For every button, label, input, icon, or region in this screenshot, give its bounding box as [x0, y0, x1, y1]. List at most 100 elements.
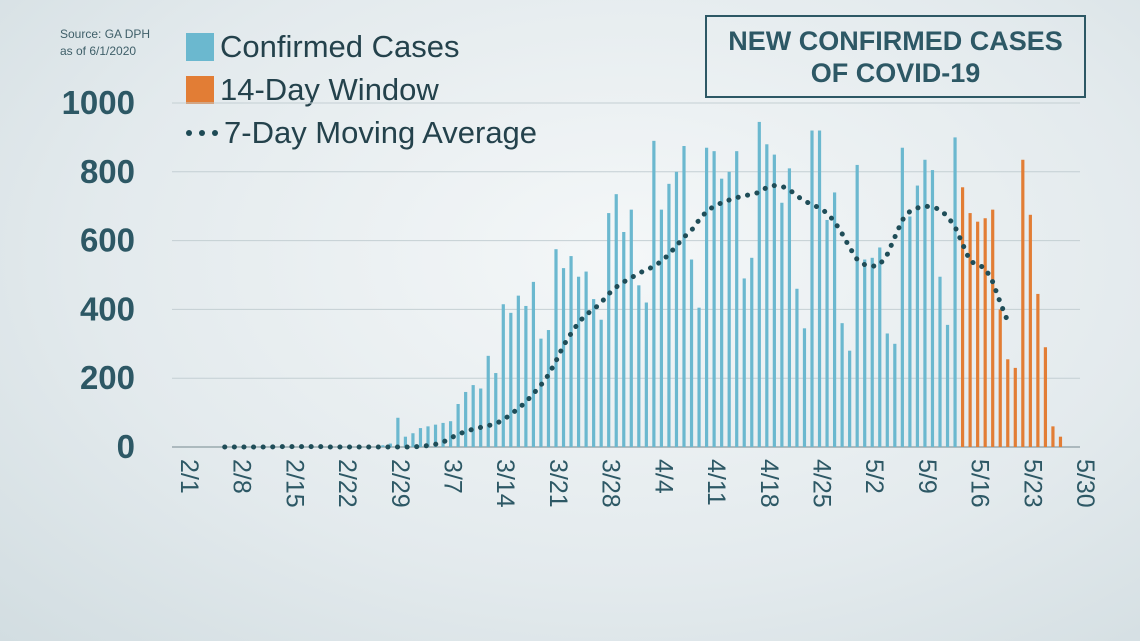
- y-tick-label: 400: [80, 290, 135, 327]
- confirmed-bar: [840, 323, 844, 447]
- chart-title-line1: NEW CONFIRMED CASES: [728, 26, 1063, 56]
- x-tick-label: 5/23: [1018, 459, 1046, 508]
- confirmed-bar: [923, 159, 927, 447]
- source-text: Source: GA DPH: [60, 27, 151, 41]
- y-tick-label: 1000: [62, 84, 135, 121]
- confirmed-bar: [652, 140, 656, 447]
- y-tick-label: 200: [80, 359, 135, 396]
- confirmed-bar: [396, 417, 400, 447]
- confirmed-bar: [418, 428, 423, 447]
- confirmed-bar: [908, 216, 912, 447]
- confirmed-bar: [825, 219, 829, 447]
- confirmed-bar: [885, 333, 889, 447]
- confirmed-bar: [524, 305, 528, 447]
- confirmed-bar: [735, 151, 739, 447]
- confirmed-bar: [509, 312, 513, 447]
- confirmed-bar: [945, 324, 950, 447]
- confirmed-bar: [516, 295, 520, 447]
- confirmed-bar: [810, 130, 814, 447]
- confirmed-bar: [938, 276, 942, 447]
- confirmed-bar: [720, 178, 724, 447]
- confirmed-bar: [426, 426, 430, 447]
- window-bar: [1043, 347, 1048, 447]
- confirmed-bar: [501, 304, 505, 447]
- confirmed-bar: [930, 170, 935, 447]
- confirmed-bar: [448, 421, 453, 447]
- confirmed-bar: [381, 445, 385, 447]
- confirmed-bar: [689, 259, 694, 447]
- confirmed-bar: [712, 151, 716, 447]
- confirmed-bar: [479, 388, 483, 447]
- confirmed-bar: [893, 343, 897, 447]
- confirmed-bar: [494, 373, 498, 447]
- window-bar: [1036, 293, 1040, 447]
- x-tick-label: 4/25: [807, 459, 835, 508]
- window-bar: [976, 221, 980, 447]
- window-bar: [983, 218, 987, 447]
- window-swatch: [186, 76, 214, 104]
- confirmed-bar: [471, 385, 475, 447]
- confirmed-bar: [848, 350, 852, 447]
- x-tick-label: 5/2: [860, 459, 888, 494]
- confirmed-bar: [832, 192, 837, 447]
- confirmed-bar: [403, 436, 408, 447]
- y-tick-label: 0: [117, 428, 135, 465]
- confirmed-bar: [614, 194, 618, 447]
- y-tick-label: 600: [80, 222, 135, 259]
- confirmed-swatch: [186, 33, 214, 61]
- confirmed-bar: [757, 121, 761, 448]
- x-tick-label: 2/29: [386, 459, 414, 508]
- confirmed-bar: [599, 319, 603, 447]
- window-bar: [998, 309, 1002, 447]
- x-tick-label: 3/7: [439, 459, 467, 494]
- confirmed-bar: [795, 288, 799, 447]
- window-bar: [1051, 426, 1055, 447]
- confirmed-bar: [584, 271, 588, 447]
- window-bar: [968, 213, 972, 447]
- x-tick-label: 4/11: [702, 459, 730, 506]
- window-bar: [1006, 359, 1010, 447]
- confirmed-bar: [433, 424, 438, 447]
- legend-label-average: 7-Day Moving Average: [224, 115, 538, 150]
- confirmed-bar: [554, 249, 558, 447]
- x-tick-label: 5/16: [966, 459, 994, 508]
- legend-item-average: 7-Day Moving Average: [186, 115, 538, 150]
- confirmed-bar: [915, 185, 920, 447]
- confirmed-bar: [607, 213, 611, 447]
- confirmed-bar: [878, 247, 882, 447]
- window-bar: [1058, 436, 1063, 447]
- confirmed-bar: [546, 330, 551, 447]
- legend-item-window: 14-Day Window: [186, 72, 439, 107]
- confirmed-bar: [629, 209, 633, 447]
- chart-title-line2: OF COVID-19: [810, 58, 981, 88]
- window-bar: [991, 209, 995, 447]
- legend-label-window: 14-Day Window: [220, 72, 439, 107]
- x-tick-label: 2/1: [175, 459, 203, 494]
- confirmed-bar: [464, 391, 468, 447]
- window-bar: [1028, 214, 1032, 447]
- confirmed-bar: [659, 209, 664, 447]
- source-date: as of 6/1/2020: [60, 44, 137, 58]
- confirmed-bar: [772, 154, 776, 447]
- chart-title-box: NEW CONFIRMED CASES OF COVID-19: [705, 15, 1086, 98]
- confirmed-bar: [727, 171, 731, 448]
- x-tick-label: 2/15: [280, 459, 308, 508]
- confirmed-bar: [765, 144, 769, 447]
- confirmed-bar: [576, 276, 581, 447]
- confirmed-bar: [855, 164, 859, 448]
- window-bar: [960, 187, 965, 447]
- x-tick-label: 5/30: [1071, 459, 1099, 508]
- confirmed-bar: [456, 404, 460, 447]
- confirmed-bar: [870, 257, 874, 447]
- dotted-line-icon: [186, 130, 218, 136]
- confirmed-bar: [644, 302, 648, 447]
- x-tick-label: 4/18: [755, 459, 783, 508]
- confirmed-bar: [787, 168, 792, 448]
- legend-label-confirmed: Confirmed Cases: [220, 29, 460, 64]
- confirmed-bar: [900, 147, 904, 447]
- confirmed-bar: [863, 259, 867, 447]
- confirmed-bar: [531, 281, 536, 447]
- confirmed-bar: [411, 433, 415, 447]
- legend-item-confirmed: Confirmed Cases: [186, 29, 460, 64]
